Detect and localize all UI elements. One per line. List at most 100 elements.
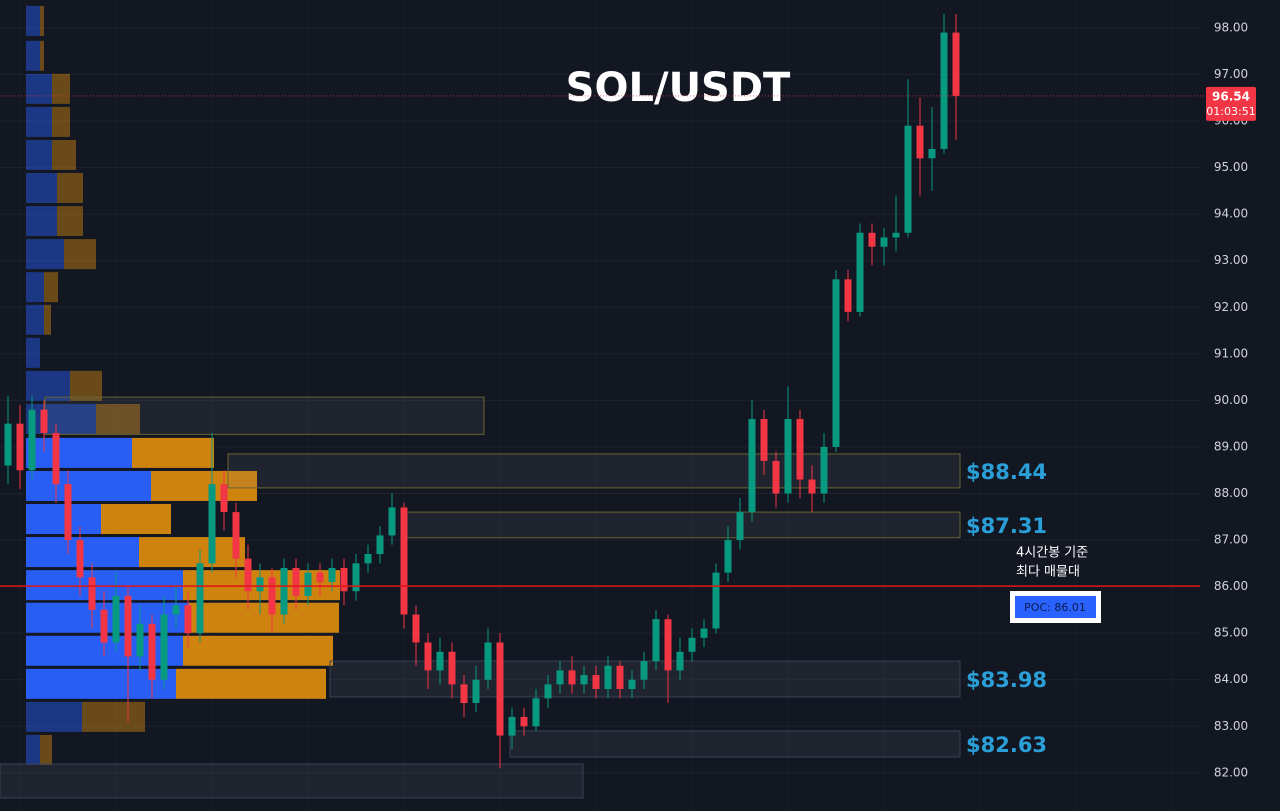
candle-body: [340, 567, 348, 592]
volume-buy: [26, 701, 82, 732]
candle-body: [4, 423, 12, 466]
candle-body: [160, 614, 168, 680]
volume-sell: [52, 73, 70, 104]
candle-body: [232, 512, 240, 559]
volume-buy: [26, 206, 57, 237]
poc-label: POC: 86.01: [1024, 601, 1086, 614]
y-tick-label: 87.00: [1214, 533, 1248, 547]
y-tick-label: 90.00: [1214, 393, 1248, 407]
candle-body: [244, 558, 252, 592]
candle-body: [760, 419, 768, 461]
y-tick-label: 83.00: [1214, 719, 1248, 733]
candle-body: [880, 237, 888, 247]
candle-body: [700, 628, 708, 638]
volume-sell: [57, 173, 83, 204]
y-tick-label: 84.00: [1214, 672, 1248, 686]
candle-body: [580, 675, 588, 685]
candle-body: [532, 698, 540, 727]
candle-body: [364, 554, 372, 564]
y-tick-label: 97.00: [1214, 67, 1248, 81]
poc-box: [1015, 596, 1096, 618]
candle-body: [508, 716, 516, 736]
last-price-tag: [1206, 86, 1256, 121]
candle-body: [664, 619, 672, 671]
candle-body: [136, 623, 144, 657]
y-tick-label: 94.00: [1214, 207, 1248, 221]
candle-body: [100, 609, 108, 643]
y-tick-label: 85.00: [1214, 626, 1248, 640]
candle-body: [544, 684, 552, 699]
candle-body: [496, 642, 504, 736]
candle-body: [892, 232, 900, 238]
candle-body: [832, 279, 840, 447]
candle-body: [820, 446, 828, 494]
candle-body: [172, 605, 180, 615]
zone-label: $87.31: [966, 514, 1047, 538]
candle-body: [40, 409, 48, 433]
candle-body: [640, 661, 648, 680]
volume-buy: [26, 272, 44, 303]
candle-body: [292, 567, 300, 596]
candle-body: [688, 637, 696, 652]
y-tick-label: 91.00: [1214, 346, 1248, 360]
zone-label: $83.98: [966, 668, 1047, 692]
candle-body: [616, 665, 624, 690]
candle-body: [256, 577, 264, 592]
candle-body: [712, 572, 720, 629]
volume-sell: [44, 272, 58, 303]
last-price-label: 96.54: [1212, 89, 1250, 103]
candle-body: [952, 32, 960, 96]
candle-body: [460, 684, 468, 703]
candle-body: [904, 125, 912, 233]
candle-body: [52, 432, 60, 485]
volume-buy: [26, 437, 132, 468]
volume-buy: [26, 5, 40, 36]
volume-sell: [40, 734, 52, 765]
candle-body: [772, 460, 780, 494]
y-tick-label: 92.00: [1214, 300, 1248, 314]
volume-sell: [101, 504, 171, 535]
candle-body: [676, 651, 684, 671]
poc-note: 4시간봉 기준: [1016, 546, 1088, 561]
volume-buy: [26, 139, 52, 170]
candle-body: [64, 484, 72, 541]
candle-body: [268, 577, 276, 615]
candle-body: [736, 512, 744, 541]
candle-body: [592, 675, 600, 690]
candle-body: [280, 567, 288, 615]
price-zone: [0, 763, 584, 799]
candle-body: [868, 232, 876, 247]
volume-buy: [26, 470, 151, 501]
candle-body: [808, 479, 816, 494]
volume-sell: [40, 40, 44, 71]
volume-sell: [57, 206, 83, 237]
candle-body: [844, 279, 852, 312]
candle-body: [112, 595, 120, 643]
candle-body: [784, 419, 792, 494]
volume-sell: [183, 635, 333, 666]
volume-sell: [151, 470, 257, 501]
candle-body: [436, 651, 444, 671]
candle-body: [208, 484, 216, 564]
volume-sell: [132, 437, 214, 468]
y-tick-label: 88.00: [1214, 486, 1248, 500]
poc-note: 최다 매물대: [1016, 565, 1080, 580]
candle-body: [472, 679, 480, 703]
zone-label: $88.44: [966, 460, 1047, 484]
candle-body: [856, 232, 864, 312]
y-tick-label: 95.00: [1214, 160, 1248, 174]
candle-body: [388, 507, 396, 536]
candle-body: [484, 642, 492, 680]
price-zone: [227, 453, 961, 489]
candle-body: [184, 605, 192, 634]
y-tick-label: 98.00: [1214, 20, 1248, 34]
candle-body: [328, 567, 336, 582]
volume-sell: [44, 304, 51, 335]
volume-sell: [52, 139, 76, 170]
candle-body: [412, 614, 420, 643]
y-tick-label: 82.00: [1214, 765, 1248, 779]
price-zone: [509, 730, 961, 758]
candle-body: [724, 540, 732, 573]
price-zone: [404, 511, 961, 539]
